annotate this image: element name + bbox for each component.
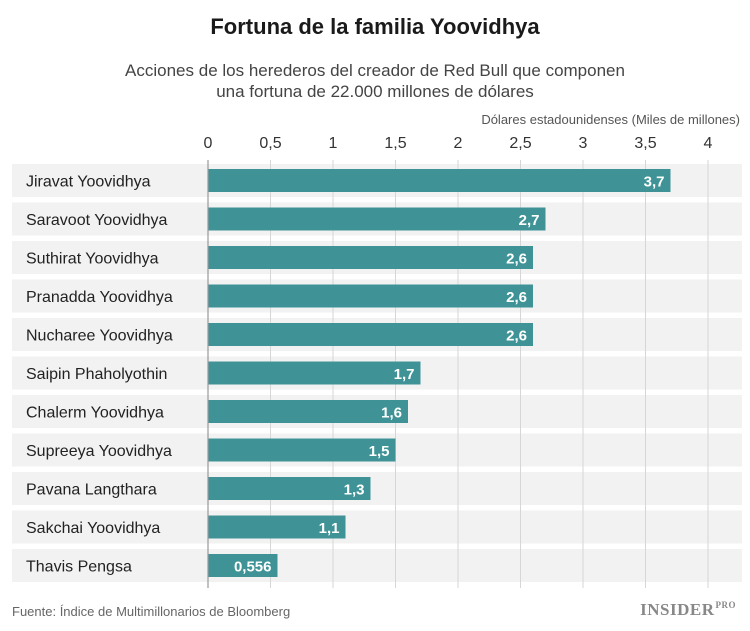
category-label: Saravoot Yoovidhya — [26, 212, 168, 229]
value-label: 1,6 — [381, 405, 402, 422]
x-tick-label: 3,5 — [634, 135, 656, 152]
chart-subtitle: Acciones de los herederos del creador de… — [100, 60, 650, 102]
value-label: 2,6 — [506, 328, 527, 345]
x-tick-label: 1,5 — [384, 135, 406, 152]
value-label: 1,1 — [319, 520, 340, 537]
logo-suffix: PRO — [715, 600, 736, 611]
value-label: 1,5 — [369, 443, 390, 460]
x-tick-label: 1 — [329, 135, 338, 152]
bar — [208, 284, 533, 308]
value-label: 1,7 — [394, 366, 415, 383]
category-label: Pavana Langthara — [26, 482, 157, 499]
bar — [208, 361, 421, 385]
row-band — [12, 472, 742, 505]
bar — [208, 515, 346, 539]
bar — [208, 323, 533, 346]
subtitle-line-2: una fortuna de 22.000 millones de dólare… — [216, 82, 534, 101]
bar — [208, 207, 546, 231]
x-axis-label: Dólares estadounidenses (Miles de millon… — [481, 112, 740, 127]
bar — [208, 554, 278, 577]
value-label: 0,556 — [234, 559, 272, 576]
bar — [208, 246, 533, 269]
category-label: Saipin Phaholyothin — [26, 366, 167, 383]
bar — [208, 169, 671, 192]
bar — [208, 438, 396, 462]
chart-title: Fortuna de la familia Yoovidhya — [210, 14, 540, 39]
category-label: Sakchai Yoovidhya — [26, 520, 160, 537]
value-label: 3,7 — [644, 174, 665, 191]
value-label: 2,7 — [519, 212, 540, 229]
x-tick-label: 0,5 — [259, 135, 281, 152]
value-label: 1,3 — [344, 482, 365, 499]
x-tick-label: 4 — [704, 135, 713, 152]
bar — [208, 477, 371, 500]
source-note: Fuente: Índice de Multimillonarios de Bl… — [12, 604, 291, 619]
x-tick-label: 3 — [579, 135, 588, 152]
category-label: Thavis Pengsa — [26, 559, 132, 576]
logo-main: INSIDER — [640, 600, 715, 619]
x-tick-label: 2,5 — [509, 135, 531, 152]
subtitle-line-1: Acciones de los herederos del creador de… — [125, 61, 625, 80]
category-label: Jiravat Yoovidhya — [26, 174, 151, 191]
category-label: Supreeya Yoovidhya — [26, 443, 172, 460]
category-label: Chalerm Yoovidhya — [26, 405, 164, 422]
category-label: Nucharee Yoovidhya — [26, 328, 173, 345]
row-band — [12, 510, 742, 544]
category-label: Suthirat Yoovidhya — [26, 251, 159, 268]
x-tick-label: 2 — [454, 135, 463, 152]
x-tick-label: 0 — [204, 135, 213, 152]
value-label: 2,6 — [506, 289, 527, 306]
value-label: 2,6 — [506, 251, 527, 268]
insider-pro-logo: INSIDERPRO — [640, 600, 736, 620]
category-label: Pranadda Yoovidhya — [26, 289, 173, 306]
row-band — [12, 549, 742, 582]
bar — [208, 400, 408, 423]
